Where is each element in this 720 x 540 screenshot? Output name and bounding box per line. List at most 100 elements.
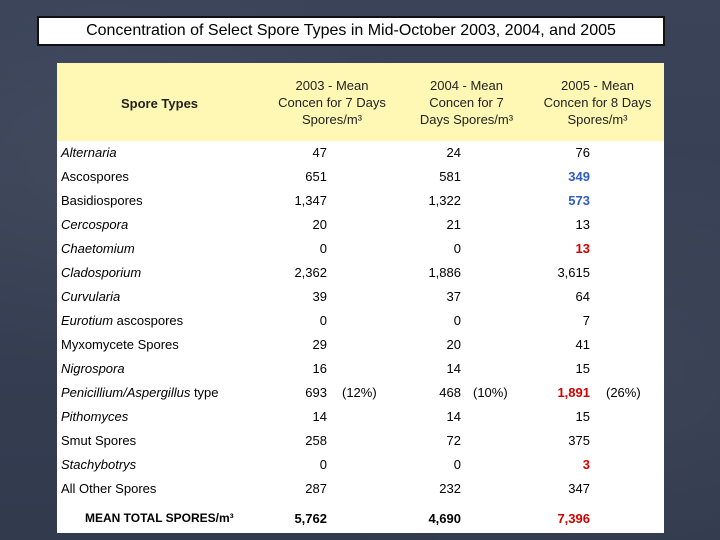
spore-name-main: Basidiospores	[61, 193, 143, 208]
value-2003: 14	[312, 409, 327, 424]
spore-name-main: Ascospores	[61, 169, 129, 184]
spore-name-main: Myxomycete Spores	[61, 337, 179, 352]
total-2003: 5,762	[294, 511, 327, 526]
spore-name: Ascospores	[61, 169, 129, 184]
value-2004: 0	[453, 241, 461, 256]
spore-name-main: Smut Spores	[61, 433, 137, 448]
spore-name: All Other Spores	[61, 481, 156, 496]
spore-name: Cercospora	[61, 217, 128, 232]
value-2003: 693	[305, 385, 327, 400]
spore-name: Chaetomium	[61, 241, 135, 256]
value-2005: 573	[568, 193, 590, 208]
spore-name-main: Cladosporium	[61, 265, 142, 280]
value-2003: 16	[312, 361, 327, 376]
table-row: Smut Spores 258 72 375	[57, 429, 664, 453]
value-2003: 0	[319, 313, 327, 328]
value-2005: 15	[575, 361, 590, 376]
header-2004-line2: Concen for 7	[429, 95, 504, 110]
value-2005: 15	[575, 409, 590, 424]
header-2004-line3: Days Spores/m³	[419, 112, 514, 127]
header-2005-line2: Concen for 8 Days	[543, 95, 652, 110]
table-row: Cercospora 20 21 13	[57, 213, 664, 237]
spore-name: Smut Spores	[61, 433, 136, 448]
table-row: Alternaria 47 24 76	[57, 141, 664, 165]
value-2005: 64	[575, 289, 590, 304]
total-row: MEAN TOTAL SPORES/m³ 5,762 4,690 7,396	[57, 503, 664, 533]
spore-name: Eurotium ascospores	[61, 313, 183, 328]
percent-2004: (10%)	[473, 385, 508, 400]
value-2005: 41	[575, 337, 590, 352]
total-label: MEAN TOTAL SPORES/m³	[85, 511, 234, 525]
percent-2003: (12%)	[342, 385, 377, 400]
header-2004: 2004 - Mean Concen for 7 Days Spores/m³	[409, 77, 524, 128]
value-2003: 0	[319, 457, 327, 472]
table-row: Myxomycete Spores 29 20 41	[57, 333, 664, 357]
table-row: Nigrospora 16 14 15	[57, 357, 664, 381]
table-row: Stachybotrys 0 0 3	[57, 453, 664, 477]
value-2005: 76	[575, 145, 590, 160]
value-2003: 20	[312, 217, 327, 232]
spore-name: Alternaria	[61, 145, 117, 160]
value-2003: 258	[305, 433, 327, 448]
header-2005: 2005 - Mean Concen for 8 Days Spores/m³	[535, 77, 660, 128]
value-2005: 349	[568, 169, 590, 184]
table-row: Basidiospores 1,347 1,322 573	[57, 189, 664, 213]
spore-name: Pithomyces	[61, 409, 128, 424]
spore-name: Myxomycete Spores	[61, 337, 179, 352]
spore-table: Spore Types 2003 - Mean Concen for 7 Day…	[57, 63, 664, 533]
table-row: Cladosporium 2,362 1,886 3,615	[57, 261, 664, 285]
value-2003: 0	[319, 241, 327, 256]
spore-name-main: Stachybotrys	[61, 457, 137, 472]
slide-title-box: Concentration of Select Spore Types in M…	[37, 16, 665, 46]
value-2004: 20	[446, 337, 461, 352]
value-2005: 1,891	[557, 385, 590, 400]
header-2004-line1: 2004 - Mean	[430, 78, 503, 93]
table-header: Spore Types 2003 - Mean Concen for 7 Day…	[57, 63, 664, 141]
slide-title: Concentration of Select Spore Types in M…	[86, 22, 616, 39]
header-spore-types: Spore Types	[120, 96, 199, 111]
spore-name: Nigrospora	[61, 361, 125, 376]
value-2003: 39	[312, 289, 327, 304]
table-row: Eurotium ascospores 0 0 7	[57, 309, 664, 333]
spore-name-main: All Other Spores	[61, 481, 157, 496]
spore-name-main: Eurotium	[61, 313, 114, 328]
spore-name-main: Pithomyces	[61, 409, 129, 424]
table-row: Curvularia 39 37 64	[57, 285, 664, 309]
value-2003: 29	[312, 337, 327, 352]
value-2004: 581	[439, 169, 461, 184]
value-2004: 24	[446, 145, 461, 160]
spore-name-main: Cercospora	[61, 217, 129, 232]
value-2004: 1,322	[428, 193, 461, 208]
value-2005: 13	[575, 241, 590, 256]
value-2004: 1,886	[428, 265, 461, 280]
spore-name-main: Nigrospora	[61, 361, 125, 376]
header-2005-line1: 2005 - Mean	[561, 78, 634, 93]
table-row: Pithomyces 14 14 15	[57, 405, 664, 429]
value-2004: 14	[446, 409, 461, 424]
value-2004: 468	[439, 385, 461, 400]
percent-2005: (26%)	[606, 385, 641, 400]
spore-name-suffix: ascospores	[113, 313, 184, 328]
value-2003: 1,347	[294, 193, 327, 208]
spore-name: Penicillium/Aspergillus type	[61, 385, 219, 400]
spore-name-main: Alternaria	[61, 145, 117, 160]
value-2003: 47	[312, 145, 327, 160]
table-row: Penicillium/Aspergillus type 693 (12%) 468 (…	[57, 381, 664, 405]
header-2003: 2003 - Mean Concen for 7 Days Spores/m³	[267, 77, 397, 128]
value-2004: 0	[453, 313, 461, 328]
spore-name: Cladosporium	[61, 265, 141, 280]
value-2005: 3	[582, 457, 590, 472]
value-2004: 72	[446, 433, 461, 448]
value-2004: 232	[439, 481, 461, 496]
spore-name: Basidiospores	[61, 193, 143, 208]
value-2004: 21	[446, 217, 461, 232]
header-2005-line3: Spores/m³	[567, 112, 628, 127]
header-2003-line3: Spores/m³	[302, 112, 362, 127]
spore-name: Curvularia	[61, 289, 120, 304]
total-2005: 7,396	[557, 511, 590, 526]
value-2004: 0	[453, 457, 461, 472]
spore-name-main: Chaetomium	[61, 241, 135, 256]
spore-name: Stachybotrys	[61, 457, 136, 472]
value-2003: 651	[305, 169, 327, 184]
value-2005: 7	[582, 313, 590, 328]
